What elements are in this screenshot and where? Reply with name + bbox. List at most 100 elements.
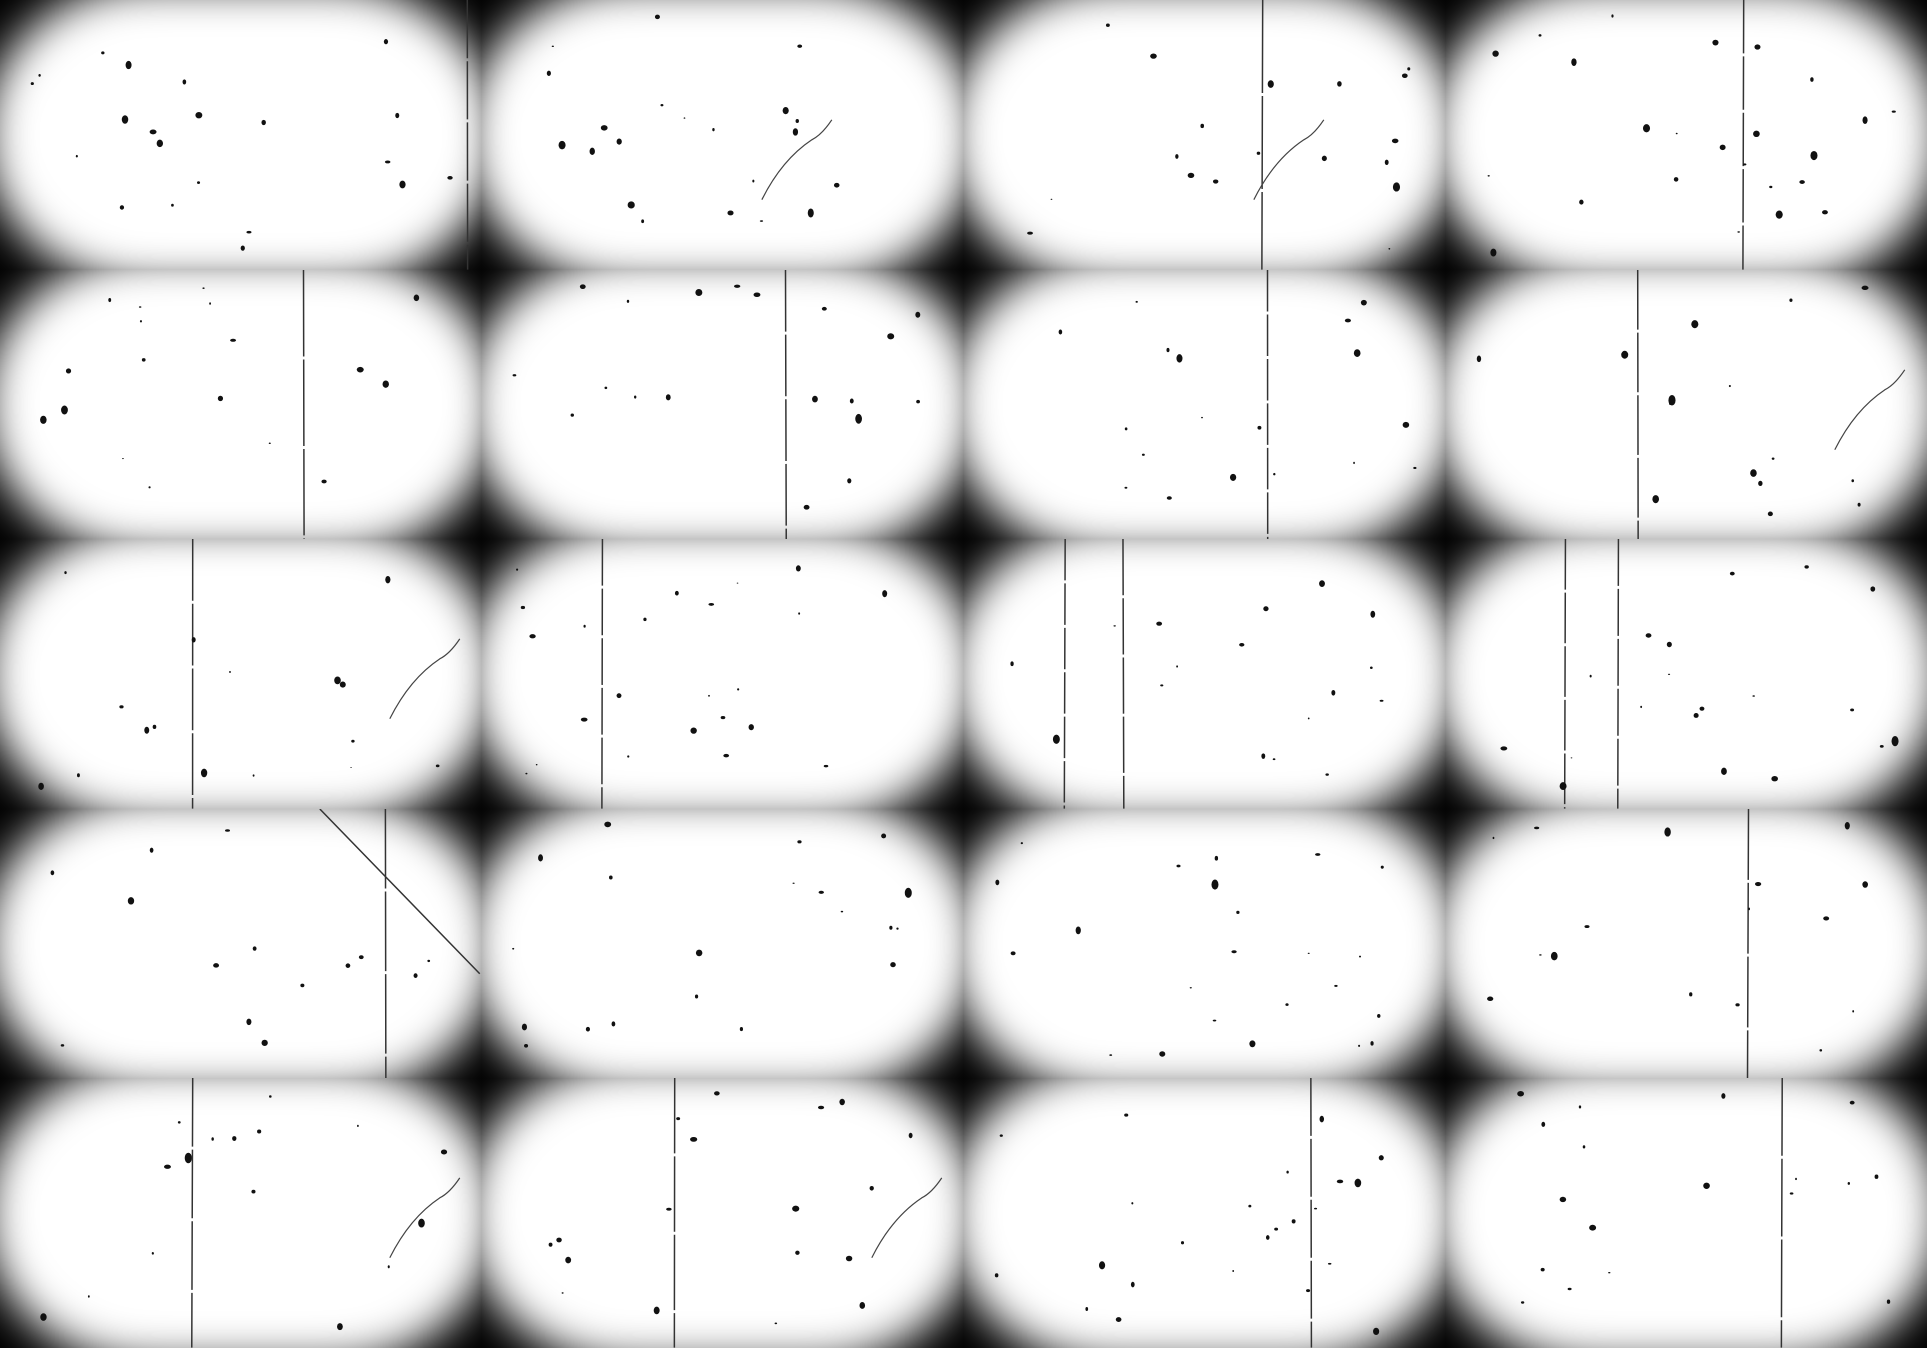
film-frame <box>1445 1078 1927 1348</box>
dust-speck <box>121 115 129 124</box>
hair-fiber <box>761 119 833 200</box>
scratch <box>1742 0 1745 270</box>
dust-speck <box>1703 1182 1711 1190</box>
dust-speck <box>177 1121 181 1125</box>
film-frame <box>1445 269 1927 540</box>
dust-speck <box>521 1023 527 1031</box>
dust-speck <box>1307 952 1310 954</box>
vignette <box>481 0 964 270</box>
dust-speck <box>774 1322 777 1325</box>
dust-speck <box>1369 666 1373 670</box>
dust-speck <box>1159 684 1163 687</box>
dust-speck <box>915 399 920 403</box>
frame-marks <box>994 841 1384 1057</box>
dust-speck <box>585 1026 590 1032</box>
dust-speck <box>908 1133 913 1139</box>
dust-speck <box>759 220 763 222</box>
frame-marks <box>40 1078 461 1348</box>
frame-marks <box>515 539 887 809</box>
vignette <box>963 269 1446 540</box>
dust-speck <box>60 1043 65 1047</box>
dust-speck <box>994 1273 998 1278</box>
film-frame <box>481 808 964 1079</box>
dust-speck <box>300 983 305 988</box>
dust-speck <box>1020 841 1023 844</box>
film-frame <box>481 0 964 270</box>
dust-speck <box>839 1099 845 1106</box>
dust-speck <box>1862 881 1869 888</box>
dust-speck <box>1406 67 1410 71</box>
dust-speck <box>1330 690 1335 696</box>
vignette <box>1445 808 1927 1079</box>
vignette <box>0 1078 482 1348</box>
frame-marks <box>1026 0 1410 270</box>
dust-speck <box>1123 486 1127 489</box>
frame-marks <box>30 0 469 270</box>
dust-speck <box>1823 916 1830 921</box>
dust-speck <box>1112 625 1116 627</box>
dust-speck <box>713 1091 720 1096</box>
dust-speck <box>1291 1219 1296 1224</box>
dust-speck <box>1768 511 1774 516</box>
dust-speck <box>1098 1261 1105 1270</box>
dust-speck <box>229 671 231 674</box>
dust-speck <box>76 773 80 778</box>
dust-speck <box>1693 713 1699 719</box>
dust-speck <box>447 175 453 180</box>
film-frame <box>963 808 1446 1079</box>
dust-speck <box>1822 210 1829 215</box>
dust-speck <box>1124 426 1127 430</box>
dust-speck <box>251 1190 256 1194</box>
dust-speck <box>1850 708 1855 712</box>
dust-speck <box>1487 996 1494 1001</box>
dust-speck <box>739 1026 743 1031</box>
hair-fiber <box>389 1177 461 1259</box>
film-frame <box>963 539 1446 809</box>
dust-speck <box>1265 1235 1270 1241</box>
dust-speck <box>1775 210 1784 219</box>
frame-marks <box>546 14 840 224</box>
dust-speck <box>886 332 894 339</box>
dust-speck <box>1180 1241 1184 1245</box>
dust-speck <box>1887 1299 1891 1305</box>
film-frame <box>0 808 482 1079</box>
dust-speck <box>803 504 810 510</box>
dust-speck <box>1353 348 1361 357</box>
vignette <box>963 539 1446 809</box>
dust-speck <box>525 772 528 775</box>
dust-speck <box>38 73 41 77</box>
dust-speck <box>65 367 72 374</box>
dust-speck <box>139 319 142 323</box>
dust-speck <box>1819 1048 1823 1052</box>
dust-speck <box>1870 586 1876 592</box>
vignette <box>0 0 482 270</box>
dust-speck <box>1272 472 1275 476</box>
dust-speck <box>604 386 607 389</box>
dust-speck <box>1372 1328 1379 1336</box>
scratch <box>319 808 481 975</box>
dust-speck <box>269 1095 272 1099</box>
dust-speck <box>61 405 68 415</box>
dust-speck <box>1579 199 1584 205</box>
dust-speck <box>1753 130 1761 138</box>
dust-speck <box>1743 163 1747 166</box>
dust-speck <box>252 774 255 777</box>
dust-speck <box>1645 633 1652 638</box>
dust-speck <box>695 288 703 296</box>
dust-speck <box>561 1292 564 1295</box>
dust-speck <box>1579 1105 1582 1109</box>
dust-speck <box>1490 248 1497 257</box>
frame-marks <box>1477 269 1906 540</box>
frame-marks <box>1487 808 1869 1079</box>
vignette <box>0 539 482 809</box>
dust-speck <box>1874 1174 1879 1180</box>
dust-speck <box>1735 1003 1740 1007</box>
dust-speck <box>1175 665 1178 668</box>
hair-fiber <box>389 638 461 720</box>
scratch <box>1260 0 1263 270</box>
dust-speck <box>1769 185 1773 189</box>
dust-speck <box>1187 172 1194 179</box>
dust-speck <box>345 963 351 968</box>
dust-speck <box>1189 986 1192 989</box>
dust-speck <box>1804 565 1810 569</box>
